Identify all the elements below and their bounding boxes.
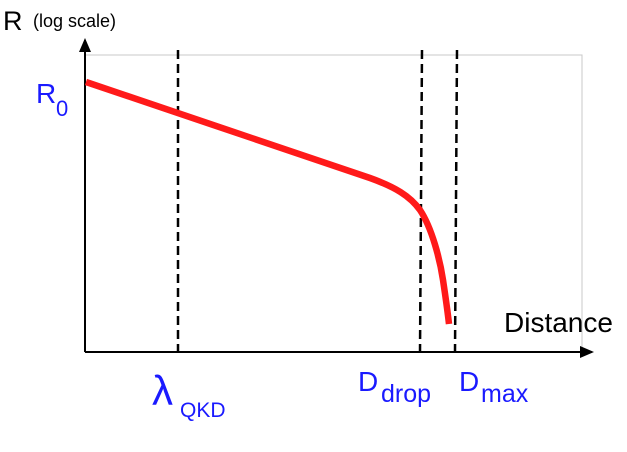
d-drop-subscript: drop — [381, 380, 431, 408]
d-max-subscript: max — [481, 380, 529, 408]
d-drop-label: D — [358, 366, 378, 397]
d-drop-marker-line — [418, 49, 424, 353]
y-axis-title: R — [3, 6, 23, 36]
y-axis-subtitle: (log scale) — [33, 11, 116, 31]
d-max-marker-line — [453, 49, 459, 353]
d-max-label: D — [459, 366, 479, 397]
lambda-qkd-label: λ — [152, 367, 173, 414]
lambda-qkd-subscript: QKD — [180, 399, 226, 422]
x-axis-title: Distance — [504, 307, 613, 338]
key-rate-curve — [84, 78, 453, 325]
r0-subscript: 0 — [56, 96, 68, 121]
r0-label: R — [36, 78, 56, 109]
